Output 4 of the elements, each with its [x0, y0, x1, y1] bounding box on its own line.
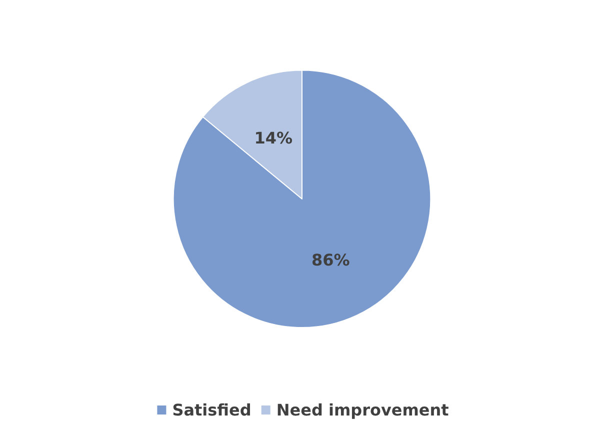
legend-label: Satisfied	[172, 400, 252, 420]
data-label: 14%	[254, 128, 292, 148]
data-label: 86%	[312, 250, 350, 270]
legend-label: Need improvement	[276, 400, 450, 420]
